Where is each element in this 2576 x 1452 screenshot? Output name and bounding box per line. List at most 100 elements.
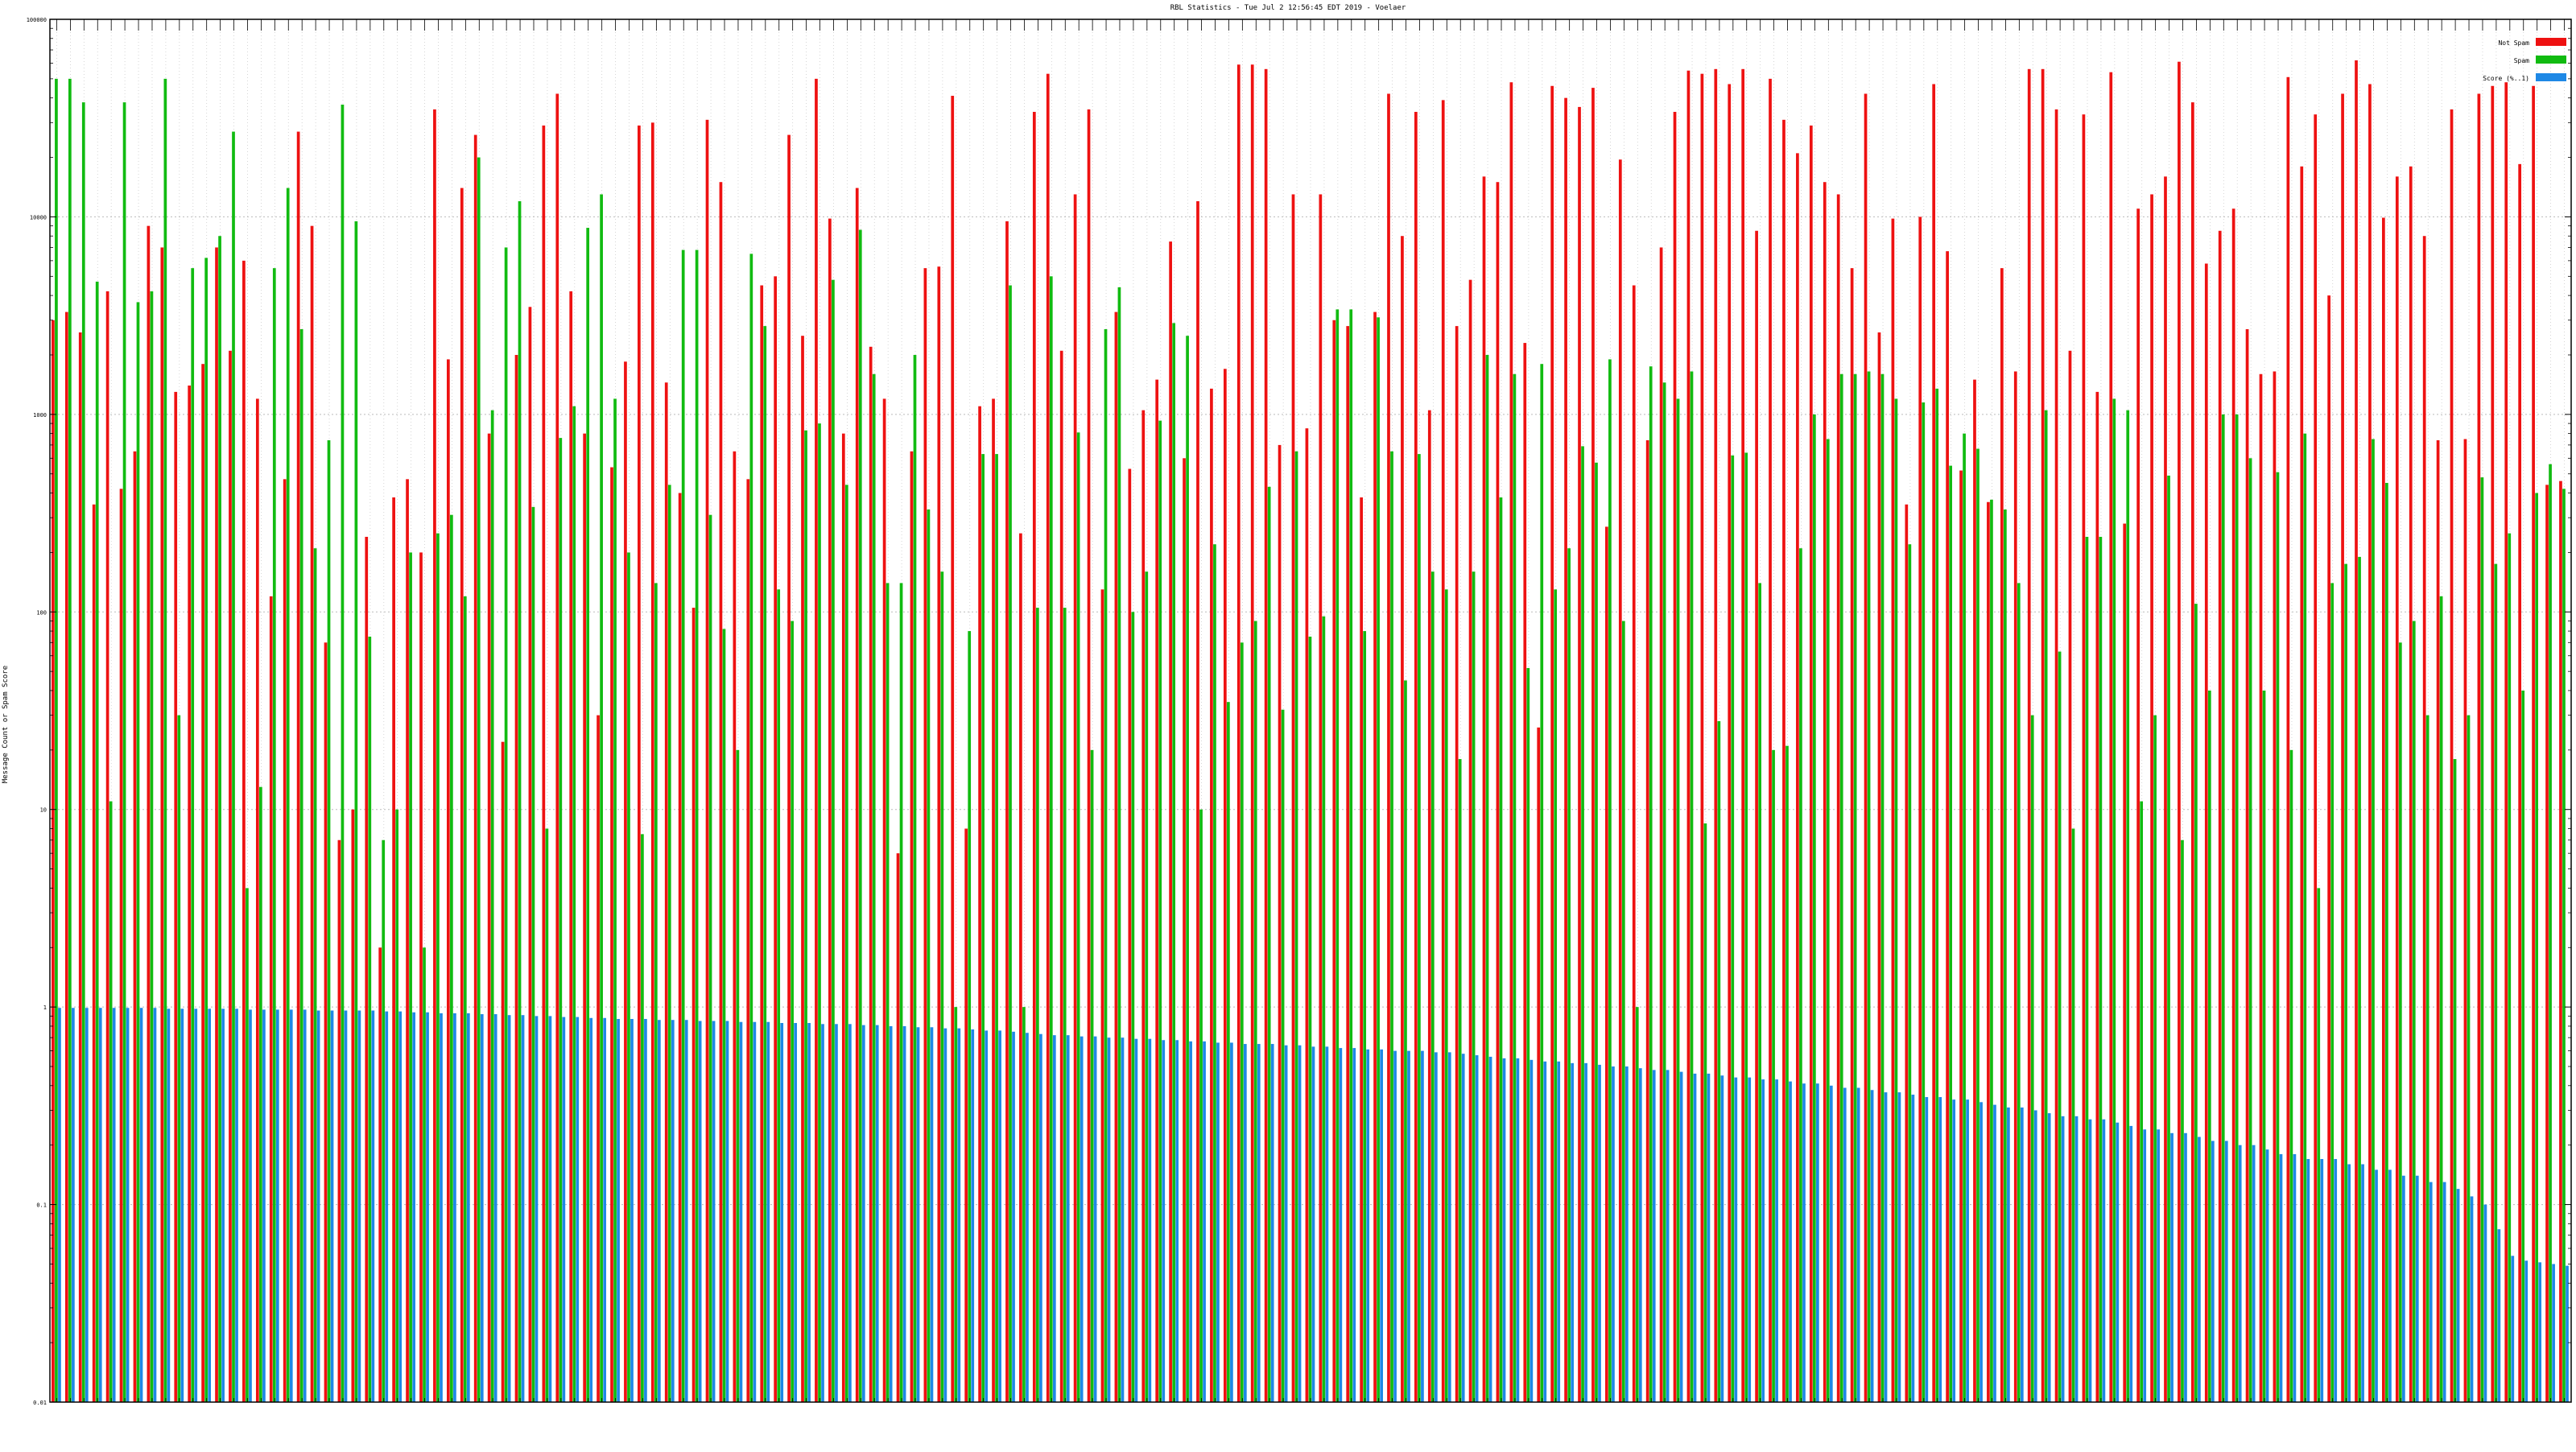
bar-not-spam [855,188,859,1402]
bar-spam [2317,888,2321,1402]
bar-spam [940,571,944,1402]
bar-score-1 [440,1013,443,1402]
bar-score-1 [1421,1050,1424,1402]
bar-score-1 [1925,1097,1929,1402]
bar-spam [872,373,876,1402]
bar-not-spam [555,93,559,1403]
bar-score-1 [1298,1045,1302,1402]
bar-spam [1799,548,1802,1403]
bar-not-spam [1169,241,1172,1403]
bar-score-1 [1598,1064,1601,1402]
bar-not-spam [1264,68,1268,1402]
bar-spam [1581,446,1584,1402]
bar-score-1 [766,1021,770,1402]
bar-score-1 [330,1010,334,1402]
bar-spam [1281,709,1285,1402]
bar-spam [1199,809,1203,1402]
bar-spam [1076,432,1080,1402]
bar-not-spam [1523,343,1527,1402]
bar-not-spam [583,433,586,1402]
bar-not-spam [1932,84,1936,1402]
bar-score-1 [861,1025,865,1402]
bar-not-spam [2204,263,2208,1402]
bar-not-spam [1673,111,1677,1402]
bar-not-spam [1741,68,1745,1402]
bar-not-spam [978,406,981,1402]
bar-not-spam [310,225,314,1403]
bar-spam [736,749,740,1402]
bar-not-spam [964,828,968,1402]
bar-score-1 [1230,1042,1233,1402]
bar-spam [2521,690,2525,1402]
bar-spam [518,200,522,1402]
bar-spam [2508,533,2512,1402]
bar-spam [122,102,126,1403]
bar-not-spam [542,125,546,1403]
bar-score-1 [316,1010,320,1402]
bar-not-spam [1468,279,1472,1402]
y-tick-label: 100000 [27,17,47,23]
bar-score-1 [1093,1036,1097,1402]
bar-score-1 [1557,1061,1561,1402]
bar-score-1 [2497,1229,2501,1402]
bar-score-1 [2157,1129,2160,1402]
bar-spam [477,157,481,1402]
bar-score-1 [1134,1038,1138,1402]
bar-score-1 [1911,1095,1915,1402]
bar-spam [1253,621,1257,1402]
bar-score-1 [1243,1044,1247,1402]
bar-not-spam [650,122,654,1403]
bar-not-spam [1332,320,1336,1403]
bar-score-1 [1530,1059,1534,1402]
bar-score-1 [275,1009,279,1402]
bar-spam [545,828,549,1402]
bar-not-spam [774,276,778,1402]
bar-score-1 [848,1024,852,1402]
bar-spam [1377,317,1380,1402]
bar-spam [286,188,290,1402]
bar-not-spam [2314,114,2318,1403]
bar-not-spam [1073,194,1077,1402]
bar-spam [1349,309,1353,1403]
bar-score-1 [1447,1052,1451,1402]
bar-not-spam [147,225,151,1403]
bar-score-1 [1652,1070,1656,1402]
bar-spam [490,410,494,1402]
bar-not-spam [2300,166,2304,1403]
bar-score-1 [712,1021,716,1402]
bar-score-1 [889,1025,893,1402]
bar-spam [2181,839,2184,1402]
legend-swatch [2536,73,2566,81]
bar-score-1 [1693,1073,1697,1402]
bar-spam [1758,583,1761,1402]
bar-spam [613,398,617,1402]
bar-score-1 [807,1023,811,1402]
bar-spam [2372,439,2375,1402]
bar-score-1 [794,1023,798,1402]
bar-score-1 [221,1009,225,1402]
bar-score-1 [1121,1037,1125,1402]
bar-spam [1649,366,1653,1403]
bar-not-spam [1823,182,1827,1403]
bar-not-spam [119,489,123,1402]
bar-spam [218,236,221,1403]
bar-score-1 [1748,1077,1752,1402]
bar-spam [2140,801,2144,1402]
bar-spam [1744,452,1748,1403]
bar-score-1 [1952,1099,1956,1402]
bar-not-spam [705,119,709,1403]
bar-score-1 [1461,1054,1465,1402]
bar-score-1 [235,1009,238,1402]
plot-frame [49,19,2572,1403]
bar-spam [2467,715,2471,1402]
bar-spam [954,1007,958,1402]
bar-score-1 [2402,1175,2405,1402]
bar-spam [791,621,794,1402]
bar-score-1 [2375,1169,2378,1402]
bar-not-spam [1236,64,1241,1402]
bar-not-spam [365,536,369,1403]
bar-spam [708,514,712,1402]
bar-not-spam [1087,109,1091,1403]
bar-spam [504,247,508,1402]
